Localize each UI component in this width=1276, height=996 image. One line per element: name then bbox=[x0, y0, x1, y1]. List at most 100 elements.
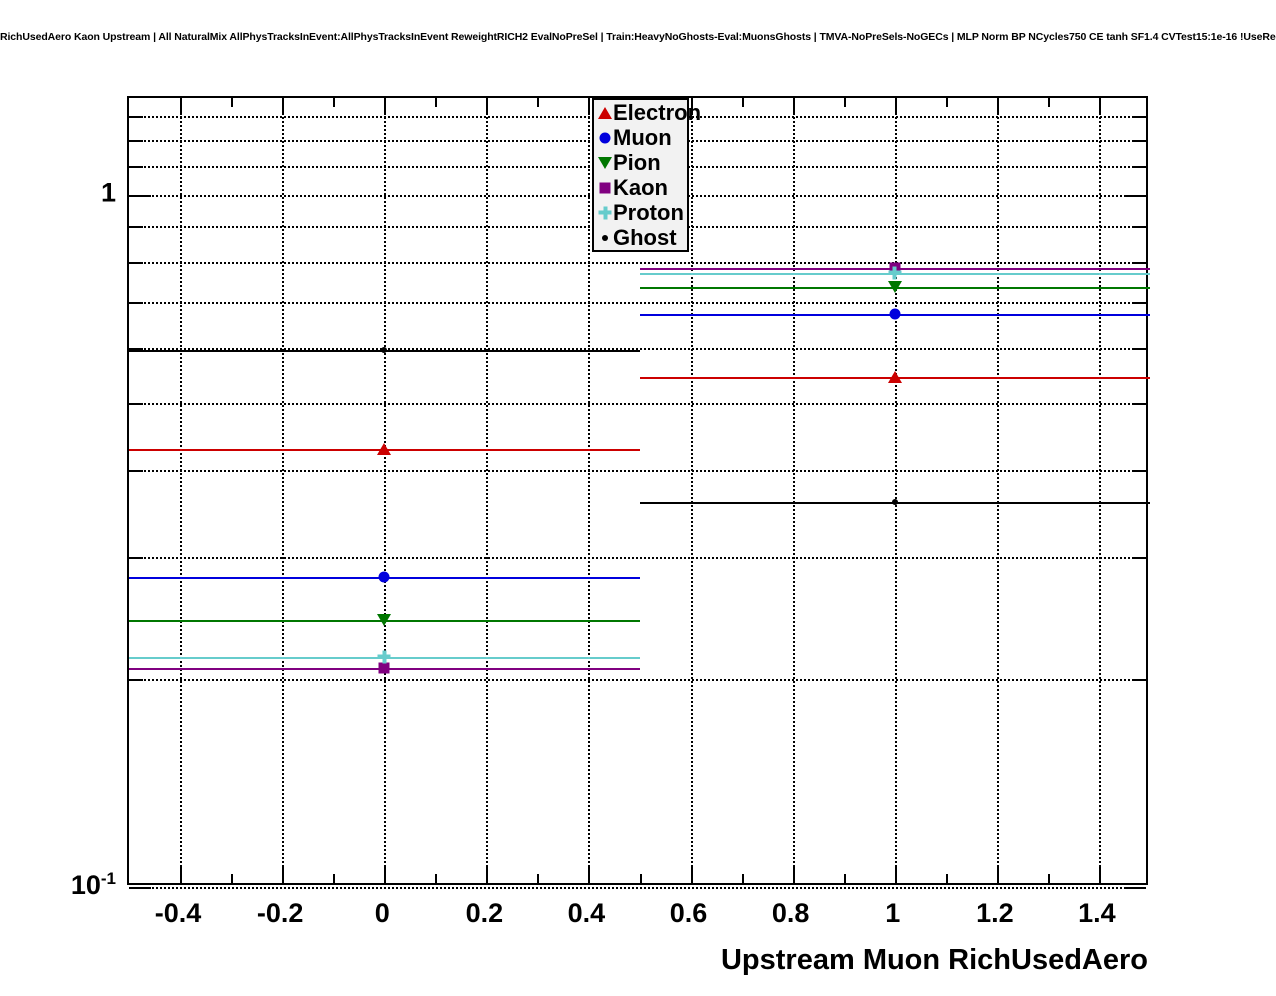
y-axis-minor-tick bbox=[1132, 140, 1146, 142]
legend-item-proton[interactable]: Proton bbox=[594, 200, 687, 225]
y-axis-minor-tick bbox=[129, 302, 143, 305]
square-icon bbox=[596, 175, 614, 200]
gridline-vertical bbox=[282, 98, 285, 883]
x-axis-major-tick bbox=[996, 867, 999, 883]
y-axis-minor-tick bbox=[1132, 115, 1146, 118]
triangle-down-icon bbox=[596, 150, 614, 175]
data-point-marker bbox=[381, 346, 388, 353]
x-axis-major-tick bbox=[1098, 98, 1101, 114]
legend: Electron Muon Pion Kaon Proton Ghost bbox=[592, 98, 701, 252]
y-axis-minor-tick bbox=[1132, 470, 1146, 473]
y-axis-major-tick bbox=[129, 887, 151, 889]
y-axis-minor-tick bbox=[129, 115, 143, 118]
x-axis-minor-tick bbox=[945, 98, 948, 107]
x-axis-minor-tick bbox=[537, 98, 540, 107]
y-axis-major-tick bbox=[1124, 887, 1146, 889]
x-axis-major-tick bbox=[384, 98, 387, 114]
gridline-vertical bbox=[690, 98, 693, 883]
x-axis-minor-tick bbox=[333, 874, 336, 883]
gridline-horizontal-minor bbox=[129, 348, 1146, 351]
x-axis-tick-label: -0.4 bbox=[154, 898, 202, 928]
x-axis-minor-tick bbox=[231, 874, 234, 883]
data-point-marker bbox=[891, 498, 898, 505]
legend-item-label: Kaon bbox=[613, 175, 668, 200]
x-axis-major-tick bbox=[690, 867, 693, 883]
x-axis-major-tick bbox=[486, 867, 489, 883]
triangle-up-icon bbox=[596, 100, 614, 125]
y-axis-major-tick bbox=[1124, 194, 1146, 197]
gridline-vertical bbox=[996, 98, 999, 883]
data-point-marker bbox=[377, 442, 392, 455]
legend-item-label: Pion bbox=[613, 150, 661, 175]
y-axis-minor-tick bbox=[129, 261, 143, 264]
y-axis-minor-tick bbox=[1132, 261, 1146, 264]
legend-item-label: Electron bbox=[613, 100, 702, 125]
x-axis-tick-label: 1.4 bbox=[1078, 898, 1116, 928]
y-axis-minor-tick bbox=[129, 678, 143, 681]
x-axis-major-tick bbox=[1098, 867, 1101, 883]
x-axis-tick-label: 0.6 bbox=[669, 898, 708, 928]
x-axis-minor-tick bbox=[1047, 98, 1050, 107]
gridline-vertical bbox=[1098, 98, 1101, 883]
legend-item-kaon[interactable]: Kaon bbox=[594, 175, 687, 200]
y-axis-tick-label: 10-1 bbox=[70, 869, 116, 900]
data-point-marker bbox=[378, 571, 390, 583]
gridline-vertical bbox=[588, 98, 591, 883]
x-axis-minor-tick bbox=[843, 874, 846, 883]
gridline-vertical bbox=[180, 98, 183, 883]
y-axis-minor-tick bbox=[129, 470, 143, 473]
legend-item-muon[interactable]: Muon bbox=[594, 125, 687, 150]
gridline-horizontal-minor bbox=[129, 678, 1146, 681]
x-axis-major-tick bbox=[180, 98, 183, 114]
x-axis-major-tick bbox=[282, 98, 285, 114]
x-axis-tick-label: 0 bbox=[374, 898, 390, 928]
x-axis-tick-label: -0.2 bbox=[256, 898, 304, 928]
gridline-horizontal-minor bbox=[129, 556, 1146, 559]
legend-item-pion[interactable]: Pion bbox=[594, 150, 687, 175]
y-axis-minor-tick bbox=[1132, 166, 1146, 169]
x-axis-major-tick bbox=[384, 867, 387, 883]
x-axis-tick-label: 1.2 bbox=[976, 898, 1014, 928]
gridline-vertical bbox=[384, 98, 387, 883]
x-axis-minor-tick bbox=[333, 98, 336, 107]
x-axis-minor-tick bbox=[945, 874, 948, 883]
x-axis-minor-tick bbox=[435, 874, 438, 883]
x-axis-major-tick bbox=[588, 98, 591, 114]
plot-title: RichUsedAero Kaon Upstream | All Natural… bbox=[0, 31, 1276, 43]
data-point-marker bbox=[887, 371, 902, 384]
x-axis-tick-label: 0.4 bbox=[567, 898, 606, 928]
x-axis-major-tick bbox=[180, 867, 183, 883]
legend-item-label: Muon bbox=[613, 125, 672, 150]
gridline-horizontal-minor bbox=[129, 261, 1146, 264]
legend-item-ghost[interactable]: Ghost bbox=[594, 225, 687, 250]
y-axis-minor-tick bbox=[129, 140, 143, 142]
y-axis-minor-tick bbox=[129, 226, 143, 229]
y-axis-minor-tick bbox=[1132, 348, 1146, 351]
y-axis-minor-tick bbox=[129, 403, 143, 406]
x-axis-tick-label: 0.2 bbox=[465, 898, 504, 928]
y-axis-minor-tick bbox=[129, 348, 143, 351]
x-axis-minor-tick bbox=[639, 874, 642, 883]
legend-item-electron[interactable]: Electron bbox=[594, 100, 701, 125]
x-axis-major-tick bbox=[690, 98, 693, 114]
x-axis-major-tick bbox=[996, 98, 999, 114]
x-axis-major-tick bbox=[792, 867, 795, 883]
legend-item-label: Proton bbox=[613, 200, 684, 225]
x-axis-major-tick bbox=[486, 98, 489, 114]
x-axis-major-tick bbox=[894, 867, 897, 883]
data-point-marker bbox=[887, 280, 902, 293]
gridline-horizontal-minor bbox=[129, 470, 1146, 473]
data-point-marker bbox=[378, 662, 390, 674]
gridline-vertical bbox=[894, 98, 897, 883]
gridline-horizontal-minor bbox=[129, 403, 1146, 406]
y-axis-minor-tick bbox=[1132, 226, 1146, 229]
y-axis-minor-tick bbox=[1132, 678, 1146, 681]
x-axis-major-tick bbox=[588, 867, 591, 883]
x-axis-major-tick bbox=[282, 867, 285, 883]
data-point-marker bbox=[377, 650, 391, 664]
x-axis-major-tick bbox=[894, 98, 897, 114]
x-axis-minor-tick bbox=[435, 98, 438, 107]
y-axis-minor-tick bbox=[1132, 302, 1146, 305]
x-axis-minor-tick bbox=[741, 98, 744, 107]
gridline-horizontal-minor bbox=[129, 302, 1146, 305]
